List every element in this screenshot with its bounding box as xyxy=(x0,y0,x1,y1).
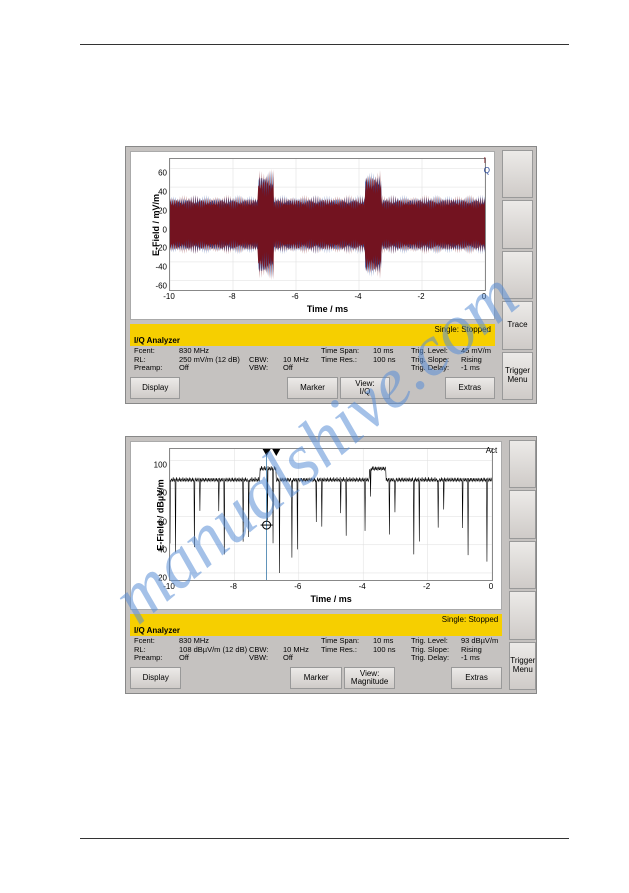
legend: IQ xyxy=(484,156,490,175)
instrument-magnitude-analyzer: E-Field / dBµV/m20406080100Time / ms-10-… xyxy=(125,436,537,694)
side-button xyxy=(509,541,536,589)
soft-button[interactable]: Display xyxy=(130,377,180,399)
bottom-rule xyxy=(80,838,569,839)
soft-button[interactable]: View:Magnitude xyxy=(344,667,395,689)
side-menu: TraceTriggerMenu xyxy=(499,147,536,403)
param-bar: Fcent:830 MHzTime Span:10 msTrig. Level:… xyxy=(130,636,502,665)
soft-button[interactable]: Marker xyxy=(290,667,341,689)
side-button xyxy=(502,150,533,198)
soft-button[interactable]: View:I/Q xyxy=(340,377,390,399)
x-axis-label: Time / ms xyxy=(310,594,351,604)
instrument-iq-analyzer: E-Field / mV/m-60-40-200204060Time / ms-… xyxy=(125,146,537,404)
side-button xyxy=(509,591,536,639)
side-button xyxy=(502,200,533,248)
plot-area: E-Field / dBµV/m20406080100Time / ms-10-… xyxy=(130,441,502,610)
side-button[interactable]: TriggerMenu xyxy=(502,352,533,400)
x-axis-label: Time / ms xyxy=(307,304,348,314)
side-button xyxy=(502,251,533,299)
side-button[interactable]: TriggerMenu xyxy=(509,642,536,690)
soft-button[interactable]: Marker xyxy=(287,377,337,399)
soft-button-row: Display MarkerView:I/Q Extras xyxy=(126,375,499,403)
status-line: Single: Stopped xyxy=(130,324,495,335)
side-menu: TriggerMenu xyxy=(506,437,539,693)
mode-bar: I/Q Analyzer xyxy=(130,335,495,346)
soft-button[interactable]: Display xyxy=(130,667,181,689)
mode-bar: I/Q Analyzer xyxy=(130,625,502,636)
side-button xyxy=(509,490,536,538)
side-button xyxy=(509,440,536,488)
top-rule xyxy=(80,44,569,45)
plot-area: E-Field / mV/m-60-40-200204060Time / ms-… xyxy=(130,151,495,320)
soft-button[interactable]: Extras xyxy=(451,667,502,689)
side-button[interactable]: Trace xyxy=(502,301,533,349)
param-bar: Fcent:830 MHzTime Span:10 msTrig. Level:… xyxy=(130,346,495,375)
soft-button-row: Display MarkerView:Magnitude Extras xyxy=(126,665,506,693)
legend: Act xyxy=(486,446,498,456)
status-line: Single: Stopped xyxy=(130,614,502,625)
soft-button[interactable]: Extras xyxy=(445,377,495,399)
